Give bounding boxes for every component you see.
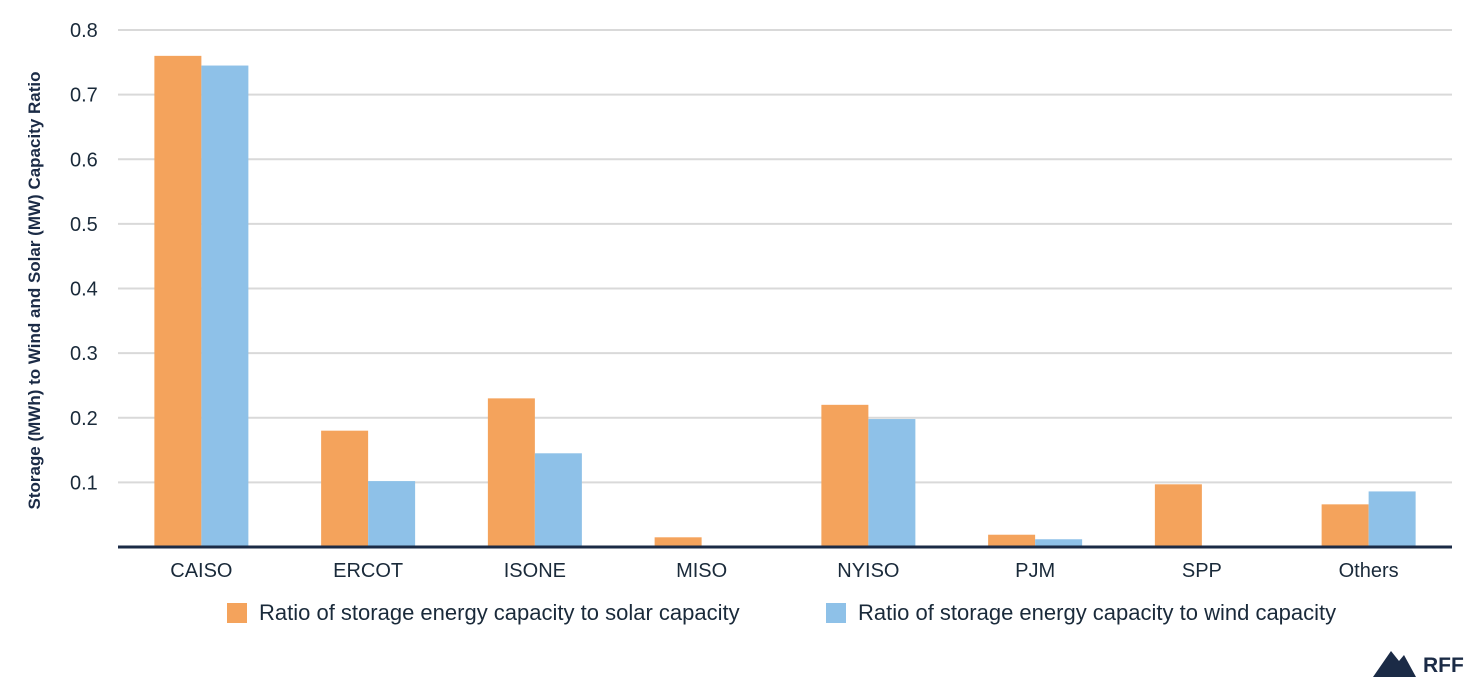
y-tick-label: 0.1 bbox=[70, 472, 98, 494]
x-tick-label: Others bbox=[1339, 560, 1399, 582]
bar-solar-isone bbox=[487, 398, 535, 547]
y-tick-label: 0.8 bbox=[70, 20, 98, 42]
bar-solar-nyiso bbox=[821, 404, 869, 547]
bar-solar-ercot bbox=[321, 430, 369, 547]
x-tick-label: NYISO bbox=[837, 560, 899, 582]
legend-item-wind: Ratio of storage energy capacity to wind… bbox=[826, 600, 1336, 625]
bar-wind-others bbox=[1368, 491, 1416, 547]
bar-wind-nyiso bbox=[868, 419, 916, 547]
legend-swatch-wind bbox=[826, 603, 846, 623]
bar-wind-caiso bbox=[201, 65, 249, 547]
rff-logo: RFF bbox=[1373, 651, 1464, 677]
bar-solar-miso bbox=[654, 537, 702, 547]
mountain-icon bbox=[1373, 651, 1416, 677]
legend: Ratio of storage energy capacity to sola… bbox=[227, 600, 1336, 625]
legend-item-solar: Ratio of storage energy capacity to sola… bbox=[227, 600, 740, 625]
y-tick-labels: 0.1 0.2 0.3 0.4 0.5 0.6 0.7 0.8 bbox=[70, 20, 98, 494]
y-tick-label: 0.4 bbox=[70, 279, 98, 301]
x-tick-label: CAISO bbox=[170, 560, 232, 582]
y-tick-label: 0.2 bbox=[70, 408, 98, 430]
y-tick-label: 0.7 bbox=[70, 85, 98, 107]
x-tick-label: MISO bbox=[676, 560, 727, 582]
bar-wind-isone bbox=[534, 453, 582, 547]
y-axis-title: Storage (MWh) to Wind and Solar (MW) Cap… bbox=[25, 71, 44, 509]
bar-solar-caiso bbox=[154, 55, 202, 547]
x-tick-labels: CAISO ERCOT ISONE MISO NYISO PJM SPP Others bbox=[170, 560, 1398, 582]
x-tick-label: ISONE bbox=[504, 560, 566, 582]
y-tick-label: 0.6 bbox=[70, 149, 98, 171]
bars bbox=[154, 55, 1416, 547]
bar-solar-spp bbox=[1154, 484, 1202, 547]
bar-solar-others bbox=[1321, 504, 1369, 547]
legend-label-wind: Ratio of storage energy capacity to wind… bbox=[858, 600, 1336, 625]
y-tick-label: 0.5 bbox=[70, 214, 98, 236]
logo-text: RFF bbox=[1423, 654, 1464, 677]
gridlines bbox=[118, 29, 1452, 484]
y-tick-label: 0.3 bbox=[70, 343, 98, 365]
bar-wind-pjm bbox=[1035, 539, 1083, 547]
bar-solar-pjm bbox=[988, 534, 1036, 547]
x-tick-label: ERCOT bbox=[333, 560, 403, 582]
bar-wind-ercot bbox=[368, 481, 416, 547]
legend-swatch-solar bbox=[227, 603, 247, 623]
x-tick-label: SPP bbox=[1182, 560, 1222, 582]
x-tick-label: PJM bbox=[1015, 560, 1055, 582]
legend-label-solar: Ratio of storage energy capacity to sola… bbox=[259, 600, 740, 625]
